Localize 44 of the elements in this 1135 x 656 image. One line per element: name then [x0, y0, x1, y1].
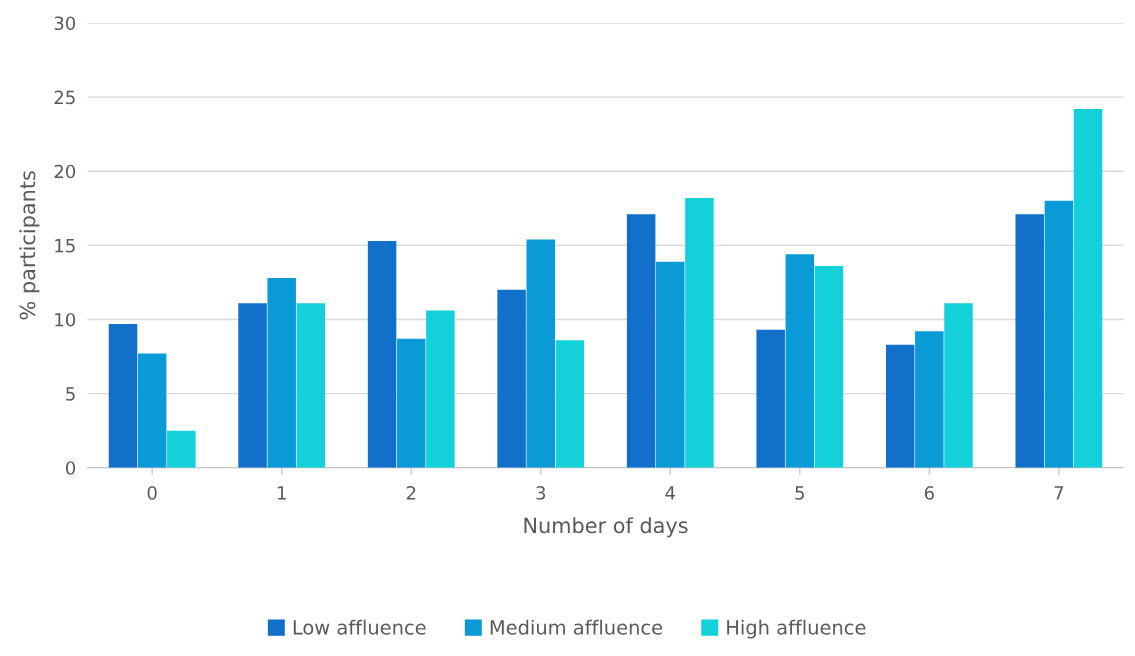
bar	[814, 266, 844, 468]
x-tick-label: 2	[406, 486, 416, 500]
bar	[497, 289, 526, 468]
legend-label: Medium affluence	[490, 619, 663, 635]
bar	[944, 303, 973, 468]
bar	[1044, 200, 1074, 468]
bar	[915, 331, 944, 468]
x-tick-label: 3	[536, 486, 546, 500]
bar	[756, 329, 785, 468]
bar	[137, 353, 167, 468]
bar	[1015, 214, 1044, 468]
bar	[785, 254, 815, 468]
bar	[396, 338, 426, 468]
y-tick-label: 15	[55, 239, 75, 253]
x-tick-label: 7	[1054, 486, 1064, 500]
bar	[238, 303, 267, 468]
bar	[108, 323, 138, 468]
bar	[685, 197, 714, 468]
bar	[656, 261, 685, 468]
legend-label: Low affluence	[293, 619, 426, 635]
bar	[885, 344, 915, 468]
legend-label: High affluence	[727, 619, 866, 639]
y-tick-label: 30	[54, 16, 76, 31]
bar	[167, 430, 196, 468]
bar	[555, 340, 585, 468]
x-tick-label: 6	[924, 486, 934, 500]
x-tick-label: 1	[277, 486, 286, 500]
y-tick-label: 5	[66, 387, 75, 401]
bar	[526, 239, 556, 468]
y-tick-label: 0	[65, 461, 76, 475]
bar	[296, 303, 326, 468]
x-tick-label: 5	[795, 486, 804, 500]
y-tick-label: 10	[55, 312, 76, 327]
y-axis-title: % participants	[19, 171, 40, 320]
bar	[267, 277, 296, 468]
y-tick-label: 20	[54, 164, 76, 179]
x-axis-title: Number of days	[524, 517, 688, 538]
x-tick-label: 4	[665, 486, 676, 500]
x-tick-label: 0	[147, 486, 157, 500]
bar	[1073, 108, 1103, 468]
bar	[367, 240, 397, 468]
y-tick-label: 25	[54, 90, 75, 105]
bar	[626, 214, 656, 468]
bar	[426, 310, 455, 468]
